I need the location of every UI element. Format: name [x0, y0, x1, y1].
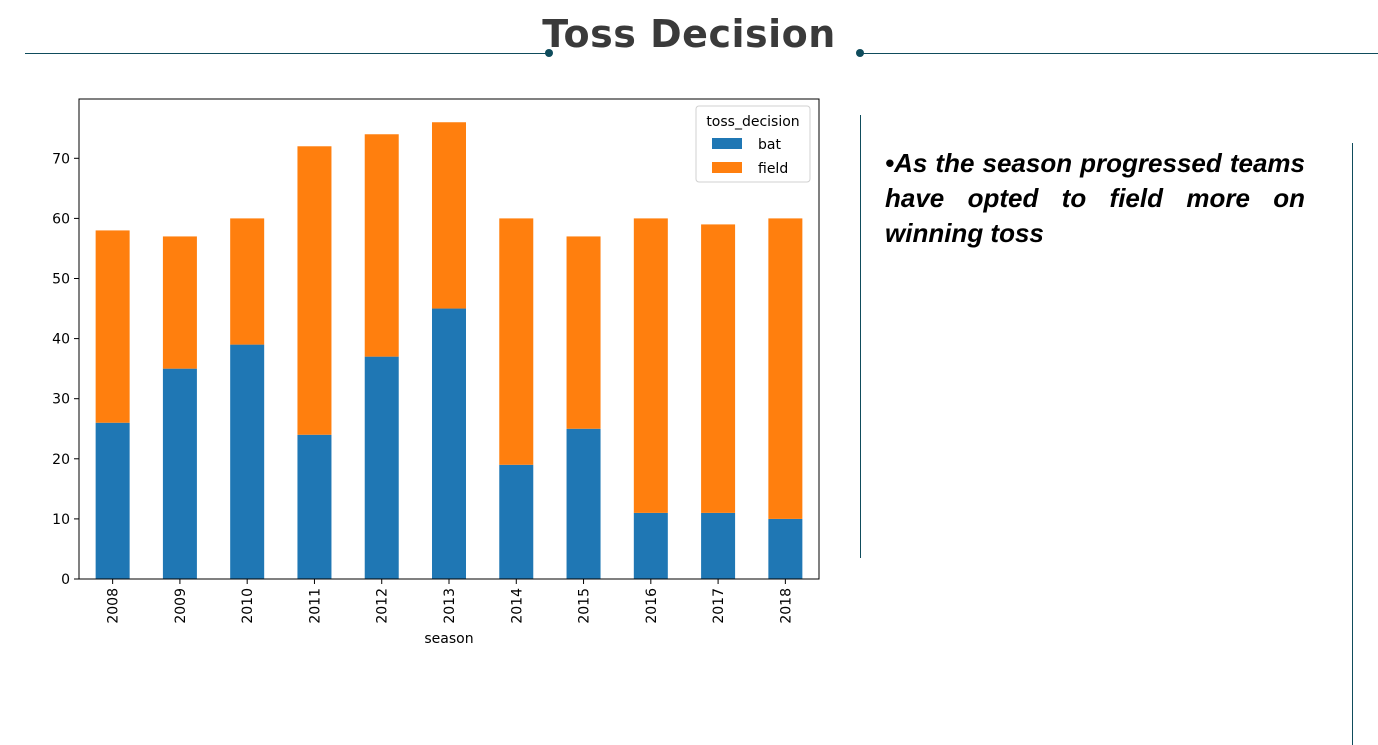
bar-field-2013 [432, 122, 466, 309]
bar-bat-2011 [297, 434, 332, 579]
y-tick-label: 20 [52, 452, 70, 468]
x-axis-label: season [424, 631, 473, 647]
x-tick-label: 2011 [307, 588, 323, 624]
legend-label-bat: bat [758, 137, 781, 153]
bar-bat-2012 [364, 356, 399, 579]
legend-swatch-bat [712, 138, 742, 149]
y-tick-label: 0 [61, 572, 70, 588]
legend-swatch-field [712, 162, 742, 173]
bar-bat-2010 [230, 344, 265, 579]
title-rule-right [860, 53, 1378, 54]
bar-field-2009 [162, 236, 197, 369]
title-rule-left [25, 53, 550, 54]
bar-field-2011 [297, 146, 332, 435]
x-tick-label: 2009 [173, 588, 189, 624]
x-tick-label: 2008 [106, 588, 122, 624]
bar-bat-2014 [499, 464, 534, 579]
right-border-line [1352, 143, 1353, 745]
bar-bat-2008 [95, 422, 130, 579]
y-tick-label: 70 [52, 151, 70, 167]
x-tick-label: 2013 [442, 588, 458, 624]
bar-bat-2016 [633, 512, 668, 579]
bar-field-2017 [701, 224, 736, 513]
bar-bat-2015 [566, 428, 601, 579]
insight-note: •As the season progressed teams have opt… [885, 146, 1305, 251]
bar-bat-2018 [768, 518, 803, 579]
bar-bat-2013 [432, 308, 466, 579]
bar-field-2014 [499, 218, 534, 465]
x-tick-label: 2016 [644, 588, 660, 624]
title-dot-left [545, 49, 553, 57]
bullet-marker: • [885, 148, 895, 178]
x-tick-label: 2012 [375, 588, 391, 624]
bar-field-2016 [633, 218, 668, 513]
stacked-bar-chart: 2008 2009 2010 2011 2012 2013 2014 2015 2016 2017… [52, 98, 820, 647]
y-tick-label: 60 [52, 211, 70, 227]
x-tick-label: 2014 [509, 588, 525, 624]
bar-bat-2017 [701, 512, 736, 579]
bar-field-2015 [566, 236, 601, 429]
bar-field-2008 [95, 230, 130, 423]
x-tick-label: 2017 [711, 588, 727, 624]
y-tick-label: 50 [52, 272, 70, 288]
y-tick-label: 40 [52, 332, 70, 348]
bar-field-2012 [364, 134, 399, 357]
page-title: Toss Decision [542, 12, 836, 56]
x-tick-label: 2010 [240, 588, 256, 624]
legend-label-field: field [758, 161, 788, 177]
y-tick-label: 30 [52, 392, 70, 408]
x-tick-label: 2018 [778, 588, 794, 624]
y-tick-label: 10 [52, 512, 70, 528]
plot-frame [78, 98, 820, 580]
divider-line [860, 115, 861, 558]
bar-field-2010 [230, 218, 265, 345]
legend-title: toss_decision [706, 114, 799, 130]
x-tick-label: 2015 [577, 588, 593, 624]
bar-bat-2009 [162, 368, 197, 579]
bar-field-2018 [768, 218, 803, 519]
insight-text: As the season progressed teams have opte… [885, 148, 1305, 248]
